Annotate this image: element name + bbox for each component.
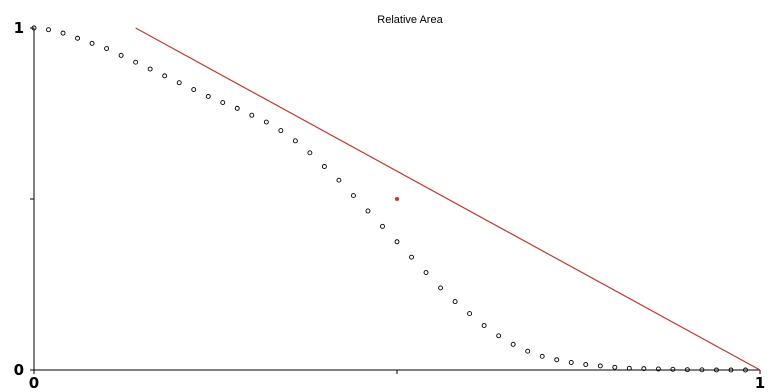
data-point [728,367,734,373]
x-tick-label: 1 [755,374,765,392]
data-point [75,35,81,41]
data-point [162,73,168,79]
data-point [292,138,298,144]
data-point [104,46,110,51]
data-point [220,100,226,106]
y-tick-label: 0 [14,361,24,379]
data-point [31,25,37,31]
data-point [263,119,269,125]
data-point [350,193,356,199]
data-point [409,254,414,260]
data-point [46,27,51,33]
data-point [234,105,240,111]
data-point [380,223,385,229]
data-point [307,150,313,156]
data-point [597,363,603,369]
data-point [510,341,516,347]
data-point [554,357,560,363]
data-point [743,367,748,373]
data-point [612,364,618,370]
data-point [496,333,502,339]
data-point [89,40,95,46]
data-point [191,87,197,93]
data-point [481,323,487,328]
data-point [583,362,589,367]
data-point [438,285,444,291]
x-tick-label: 0 [29,374,39,392]
data-point [394,239,400,245]
data-point [699,367,705,373]
y-tick-label: 1 [14,19,24,37]
midpoint-marker [395,197,399,201]
data-point [205,93,211,99]
data-point [336,177,342,183]
data-point [176,80,182,86]
data-point [249,112,255,118]
data-point [423,270,429,275]
data-point [278,128,284,134]
data-point [626,365,632,371]
data-point [684,367,690,373]
data-point [670,366,676,372]
data-point [365,208,371,214]
data-point [452,299,458,305]
fit-line [135,27,761,371]
data-point [525,348,531,354]
chart-title: Relative Area [377,14,443,26]
data-point [147,66,153,72]
data-point [539,353,545,359]
data-point [641,366,647,372]
data-point [60,30,66,36]
data-point [568,360,574,365]
data-point [655,366,661,372]
data-point [467,311,473,317]
data-point [118,52,124,58]
data-point [133,59,139,65]
data-point [321,164,327,169]
data-point [713,367,719,373]
